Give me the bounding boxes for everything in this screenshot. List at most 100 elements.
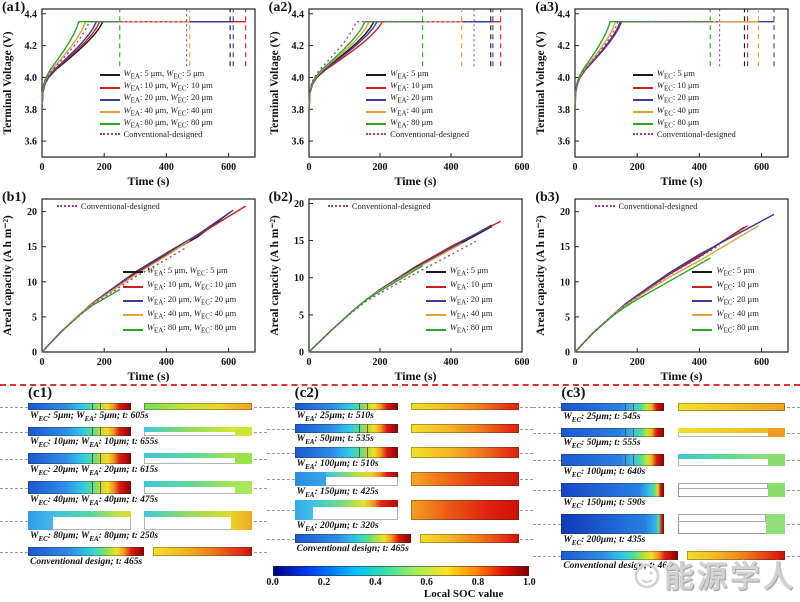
legend-swatch: [56, 205, 77, 208]
soc-row: WEC: 10μm; WEA: 10μm; t: 655s: [0, 427, 267, 449]
soc-left-segment: [28, 453, 132, 464]
y-tick-label: 4.0: [25, 73, 38, 84]
legend-label: Conventional-designed: [390, 128, 470, 139]
soc-left-segment: [561, 454, 665, 466]
x-tick-label: 400: [159, 162, 174, 173]
soc-right-segment: [677, 403, 786, 411]
x-tick-label: 0: [306, 162, 311, 173]
legend-item: WEC: 5 μm: [632, 69, 695, 82]
soc-row-label: WEA: 150μm; t: 425s: [296, 487, 379, 499]
series-line: [308, 265, 423, 353]
y-tick-label: 4.2: [558, 41, 571, 52]
x-tick-label: 200: [630, 162, 645, 173]
x-tick-label: 400: [443, 162, 458, 173]
soc-right-strip: [677, 483, 769, 490]
soc-separator-gap: [664, 514, 678, 534]
soc-separator-gap: [397, 472, 412, 486]
soc-separator-gap: [411, 534, 421, 543]
soc-colorbar-gradient: [272, 566, 530, 576]
soc-marker-line: [91, 427, 93, 436]
soc-bar: [561, 428, 786, 437]
soc-separator-gap: [397, 403, 412, 410]
series-line: [41, 246, 187, 353]
legend-label: WEC: 40 μm: [716, 308, 759, 321]
legend-item: WEA: 5 μm, WEC: 5 μm: [99, 69, 204, 82]
legend-swatch: [632, 123, 653, 125]
soc-row-label: WEC: 25μm; t: 545s: [563, 412, 641, 424]
series-line: [307, 21, 474, 111]
y-tick-label: 4.4: [291, 9, 304, 20]
soc-right-strip: [677, 514, 766, 522]
soc-separator-gap: [664, 428, 678, 437]
y-axis-label: Areal capacity (A h m⁻²): [2, 215, 14, 336]
soc-bar: [561, 403, 786, 411]
legend-label: WEA: 20 μm, WEC: 20 μm: [146, 293, 237, 307]
panel-tag: (a1): [2, 0, 26, 15]
legend-label: Conventional-designed: [351, 200, 431, 211]
soc-bar: [294, 500, 519, 520]
soc-left-segment: [561, 551, 678, 560]
panel-c2: (c2) WEA: 25μm; t: 510s WEA: 50μm; t: 535s…: [266, 385, 535, 602]
legend-item: WEC: 20 μm: [632, 93, 699, 106]
soc-bar: [294, 424, 519, 433]
soc-row: WEC: 80μm; WEA: 80μm; t: 250s: [0, 511, 267, 543]
y-tick-label: 5: [299, 310, 304, 321]
x-tick-label: 600: [221, 357, 236, 368]
series-line: [574, 21, 720, 111]
soc-right-segment: [144, 453, 252, 464]
series-line: [574, 244, 721, 353]
legend-item: Conventional-designed: [366, 128, 470, 139]
soc-left-strip: [52, 511, 132, 518]
watermark-text: 能源学人: [664, 561, 796, 594]
legend-swatch: [99, 123, 120, 125]
y-tick-label: 10: [27, 277, 37, 288]
soc-separator-gap: [664, 403, 678, 411]
soc-right-segment: [420, 534, 519, 543]
soc-row: Conventional design; t: 465s: [0, 547, 267, 569]
soc-separator-gap: [131, 427, 145, 436]
soc-marker-line: [366, 424, 368, 433]
legend-swatch: [366, 110, 387, 113]
legend-label: WEA: 5 μm, WEC: 5 μm: [146, 264, 228, 278]
soc-left-segment: [294, 447, 398, 458]
soc-left-block: [294, 500, 314, 520]
legend-swatch: [366, 133, 387, 136]
soc-marker-line: [100, 427, 102, 436]
soc-left-segment: [294, 534, 412, 543]
soc-right-endblock: [768, 428, 786, 437]
soc-bar: [294, 534, 519, 543]
legend-item: WEA: 5 μm: [425, 265, 488, 279]
legend-swatch: [122, 271, 143, 274]
soc-bar: [28, 481, 252, 494]
soc-left-segment: [28, 511, 132, 530]
chart-canvas-a3: 0 200 400 600 3.6 3.8 4.0 4.2 4.4 Time (s) Termina…: [535, 8, 789, 188]
legend-label: Conventional-designed: [656, 128, 736, 139]
x-axis-label: Time (s): [394, 369, 436, 383]
soc-row-label: Conventional design; t: 465s: [30, 557, 143, 567]
legend-item: Conventional-designed: [594, 201, 697, 211]
panel-tag-c3: (c3): [561, 385, 586, 401]
soc-bar: [294, 447, 519, 458]
soc-separator-gap: [131, 511, 145, 530]
legend-swatch: [99, 86, 120, 89]
legend-swatch: [366, 123, 387, 125]
legend-item: WEC: 5 μm: [692, 265, 755, 279]
soc-left-segment: [561, 483, 665, 497]
axes-frame: [574, 198, 789, 353]
legend-label: WEA: 40 μm, WEC: 40 μm: [123, 104, 213, 118]
soc-row: WEA: 50μm; t: 535s: [266, 424, 534, 446]
soc-right-endblock: [766, 514, 786, 534]
soc-marker-line: [366, 403, 368, 410]
legend-swatch: [99, 133, 120, 136]
legend-label: WEC: 80 μm: [656, 116, 700, 130]
y-tick-label: 5: [32, 312, 37, 323]
legend-item: WEA: 5 μm, WEC: 5 μm: [122, 264, 228, 279]
soc-left-segment: [28, 481, 132, 494]
legend-swatch: [425, 300, 446, 303]
x-tick-label: 200: [630, 357, 645, 368]
y-tick-label: 3.6: [291, 137, 304, 148]
legend-item: WEA: 80 μm: [425, 323, 493, 336]
soc-row: WEC: 40μm; WEA: 40μm; t: 475s: [0, 481, 267, 507]
legend-item: WEA: 40 μm, WEC: 40 μm: [122, 309, 236, 322]
